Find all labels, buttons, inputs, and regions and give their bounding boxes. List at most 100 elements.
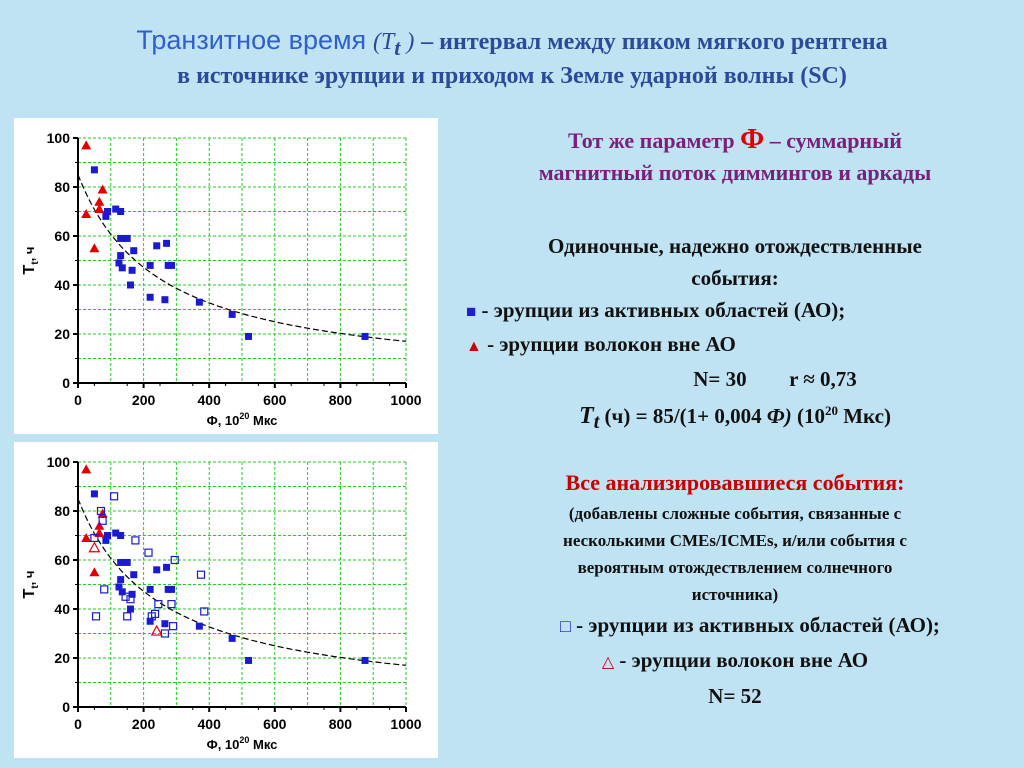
x-axis-label: Ф, 1020 Мкс (207, 411, 278, 428)
data-point-ao (126, 281, 134, 289)
x-tick-label: 1000 (390, 716, 421, 732)
data-point-ao-open (154, 600, 163, 609)
data-point-filament (81, 208, 92, 218)
all-events-note-4: источника) (691, 585, 779, 604)
x-tick-label: 1000 (390, 392, 421, 408)
data-point-ao (146, 261, 154, 269)
y-tick-label: 20 (54, 326, 70, 342)
fit-curve (77, 498, 407, 666)
data-point-ao (126, 605, 134, 613)
formula-symbol: T (579, 403, 594, 429)
data-point-ao-open (109, 492, 119, 501)
data-point-ao-open (91, 612, 101, 621)
data-point-ao (163, 563, 171, 571)
param-line2: магнитный поток диммингов и аркады (538, 160, 932, 185)
data-point-ao-open (196, 570, 206, 579)
data-point-ao (361, 332, 369, 340)
data-point-ao (195, 298, 203, 306)
data-point-ao (117, 558, 125, 566)
title-rest: – интервал между пиком мягкого рентгена (421, 29, 888, 55)
n-count: N= 30 (693, 367, 747, 391)
parameter-description: Тот же параметр Ф – суммарный магнитный … (446, 124, 1024, 189)
param-text-a: Тот же параметр (568, 128, 735, 153)
series-triangle-filled (81, 464, 108, 577)
y-tick-label: 100 (47, 130, 71, 146)
data-point-ao-open (144, 548, 153, 557)
data-point-ao (117, 234, 125, 242)
title-main: Транзитное время (136, 25, 367, 55)
data-point-ao (195, 622, 203, 630)
data-point-ao (117, 532, 125, 539)
data-point-ao (146, 293, 154, 301)
filled-square-icon: ■ (466, 302, 477, 321)
formula-body: (ч) = 85/(1+ 0,004 (604, 404, 762, 428)
data-point-ao (128, 590, 136, 598)
y-tick-label: 40 (54, 277, 70, 293)
data-point-ao (102, 212, 110, 220)
y-tick-label: 40 (54, 601, 70, 617)
data-point-ao (117, 576, 125, 584)
y-tick-label: 60 (54, 552, 70, 568)
formula-subscript: t (593, 411, 600, 434)
y-axis-label: Tt, ч (21, 571, 41, 599)
x-tick-label: 600 (263, 716, 287, 732)
data-point-ao-open (170, 555, 179, 565)
data-point-ao (115, 583, 123, 591)
data-point-ao-open (167, 600, 176, 609)
x-tick-label: 0 (74, 716, 82, 732)
data-point-ao (90, 490, 98, 498)
data-point-ao-open (98, 516, 107, 525)
data-point-ao (167, 261, 175, 269)
x-axis-label: Ф, 1020 Мкс (207, 735, 278, 752)
x-tick-label: 200 (132, 716, 156, 732)
series-square-filled (90, 490, 369, 664)
r-coefficient: r ≈ 0,73 (789, 367, 857, 391)
data-point-filament (94, 204, 105, 214)
data-point-ao (167, 585, 175, 593)
data-point-ao-open (200, 607, 209, 616)
legend-ao-open-text: - эрупции из активных областей (АО); (576, 613, 940, 637)
data-point-ao-open (96, 506, 106, 516)
data-point-ao (90, 166, 98, 174)
x-tick-label: 600 (263, 392, 287, 408)
data-point-filament (94, 196, 105, 206)
data-point-ao (130, 247, 138, 255)
x-tick-label: 200 (132, 392, 156, 408)
data-point-ao-open (90, 533, 99, 543)
data-point-ao (245, 332, 253, 340)
param-text-b: – суммарный (769, 128, 902, 153)
y-tick-label: 60 (54, 228, 70, 244)
data-point-filament (97, 508, 108, 518)
data-point-ao-open (126, 595, 135, 604)
filled-triangle-icon: ▲ (466, 338, 482, 355)
data-point-ao (112, 529, 120, 537)
data-point-ao (123, 234, 131, 242)
data-point-ao (104, 208, 112, 215)
data-point-filament (81, 140, 92, 150)
data-point-ao (112, 205, 120, 213)
data-point-ao (104, 532, 112, 539)
grid-lines (78, 137, 407, 383)
chart-top: 0 200 400 600 800 1000 0 20 40 60 80 100 Ф, 1020 Мкс… (21, 130, 422, 428)
data-point-filament (81, 464, 92, 474)
fit-curve (77, 174, 407, 342)
formula-units-exp: 20 (824, 403, 838, 418)
x-tick-label: 800 (329, 392, 353, 408)
single-events-line2: события: (691, 266, 779, 290)
x-tick-label: 400 (198, 716, 222, 732)
series-square-filled (90, 166, 369, 340)
phi-symbol: Ф (740, 124, 765, 155)
n-all-count: N= 52 (708, 684, 762, 708)
title-paren-open: ( (372, 29, 381, 55)
legend-ao-row: ■ - эрупции из активных областей (АО); (446, 294, 1024, 328)
data-point-ao (161, 296, 169, 304)
formula-phi: Ф) (766, 404, 792, 428)
data-point-ao (117, 252, 125, 260)
legend-ao-open-row: □ - эрупции из активных областей (АО); (446, 608, 1024, 643)
formula-units-b: Мкс) (843, 404, 891, 428)
data-point-ao (228, 634, 236, 642)
open-square-icon: □ (560, 616, 571, 636)
data-point-ao (153, 566, 161, 574)
data-point-ao (245, 656, 253, 664)
all-events-block: Все анализировавшиеся события: (добавлен… (446, 466, 1024, 712)
